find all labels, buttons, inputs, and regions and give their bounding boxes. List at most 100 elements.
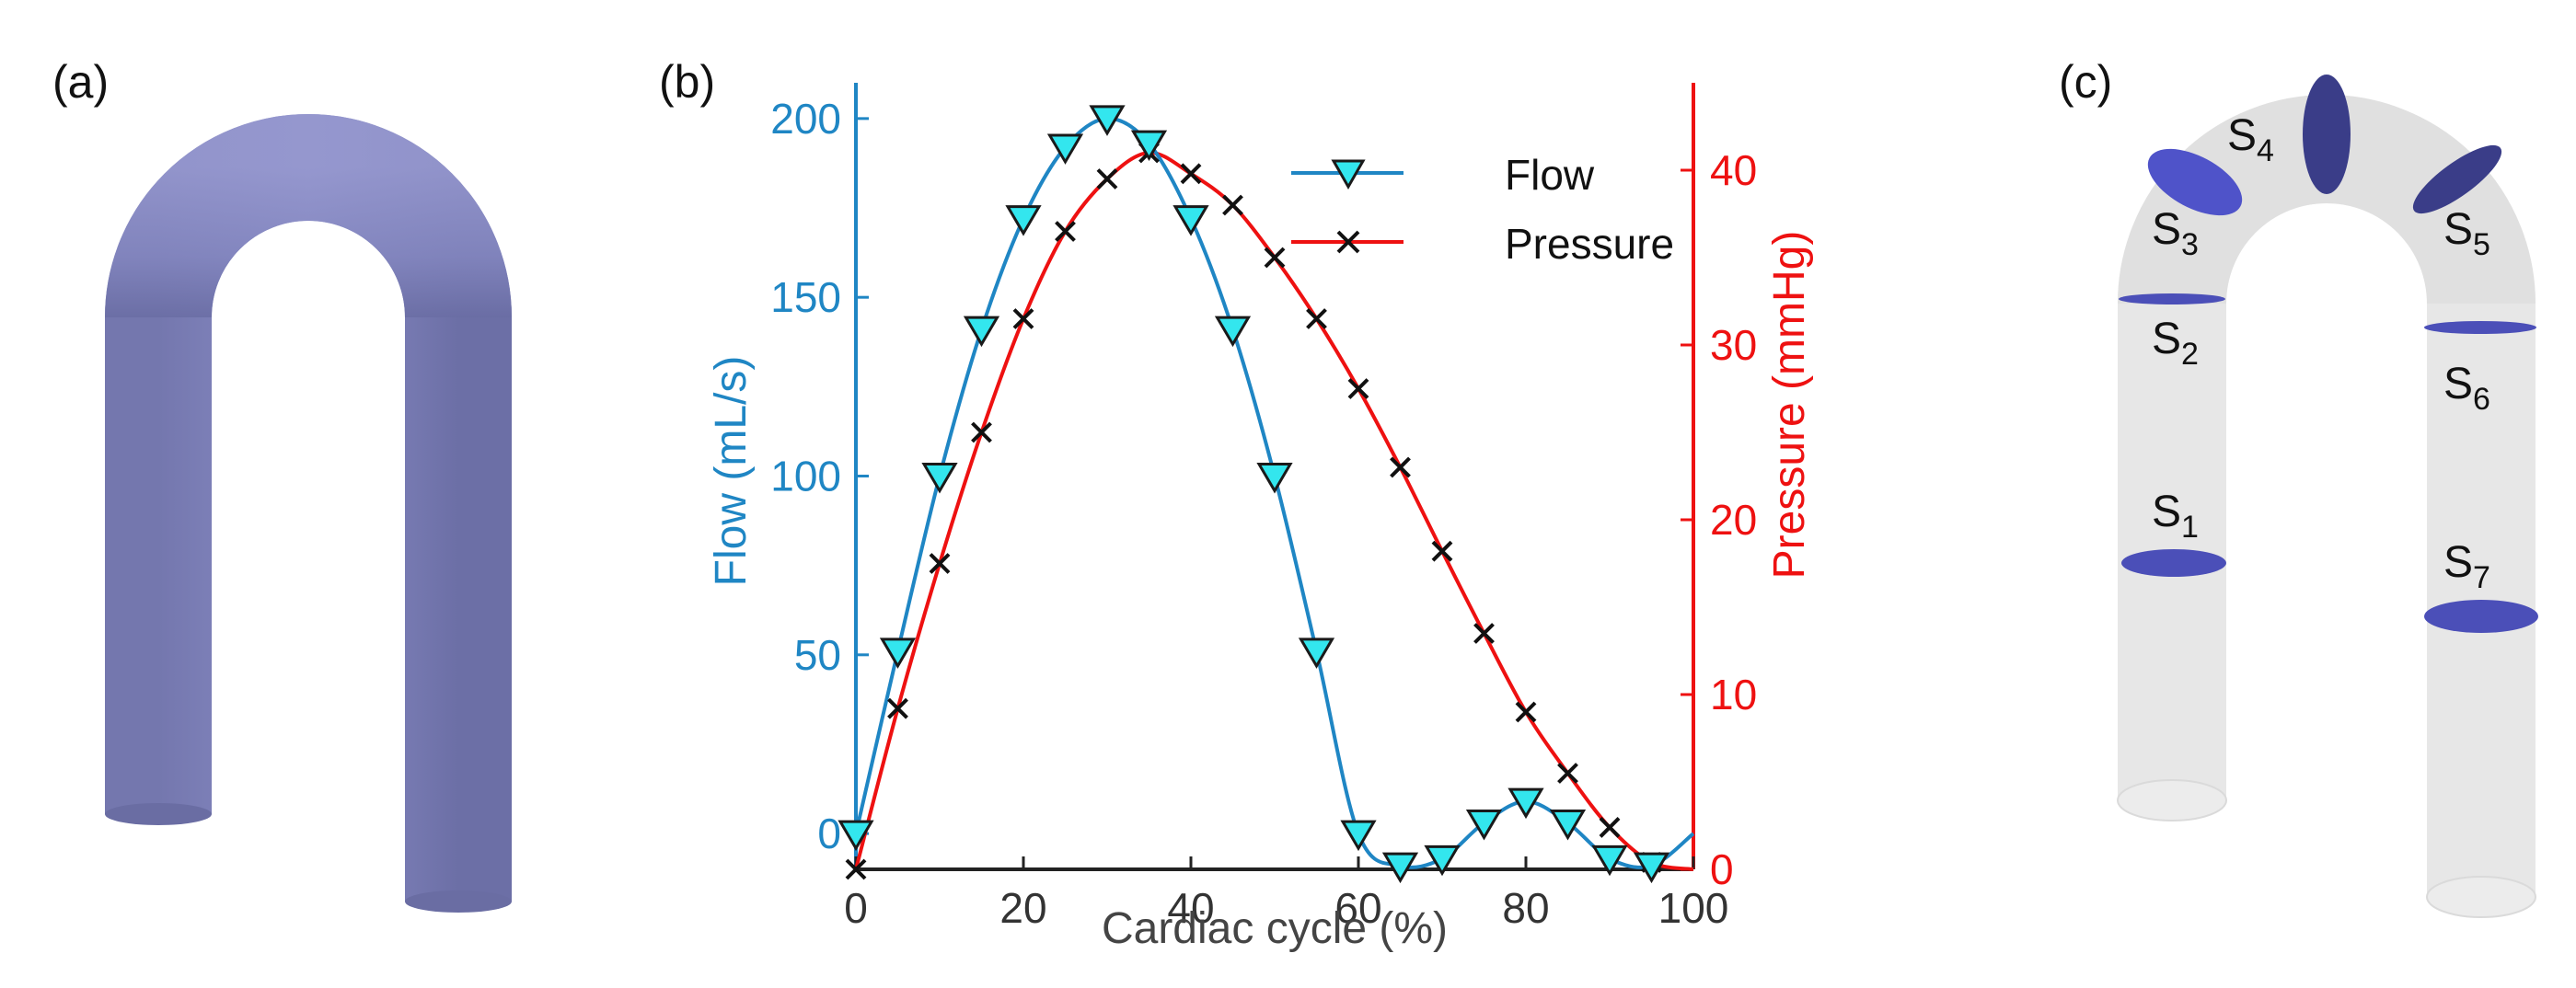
legend-flow-marker bbox=[1331, 159, 1366, 190]
section-label-s3: S3 bbox=[2152, 205, 2199, 262]
section-label-s2: S2 bbox=[2152, 315, 2199, 372]
section-subscript: 4 bbox=[2257, 133, 2274, 168]
section-letter: S bbox=[2227, 111, 2257, 160]
y-right-tick-label: 20 bbox=[1710, 496, 1757, 544]
section-letter: S bbox=[2443, 538, 2473, 587]
pressure-point bbox=[929, 553, 951, 574]
section-s2 bbox=[2119, 293, 2225, 304]
section-subscript: 3 bbox=[2181, 227, 2199, 262]
flow-point bbox=[1381, 852, 1419, 884]
pressure-point bbox=[1180, 163, 1202, 185]
section-subscript: 6 bbox=[2473, 382, 2490, 417]
legend-pressure-marker bbox=[1336, 230, 1360, 254]
section-letter: S bbox=[2152, 315, 2181, 363]
pressure-point bbox=[887, 697, 908, 719]
y-right-tick-label: 30 bbox=[1710, 321, 1757, 369]
y-axis-left-label: Flow (mL/s) bbox=[707, 356, 756, 587]
x-tick-label: 60 bbox=[1334, 884, 1381, 932]
pressure-point bbox=[1347, 378, 1369, 399]
flow-point bbox=[1424, 844, 1461, 877]
svg-text:S2: S2 bbox=[2152, 315, 2199, 372]
svg-text:S7: S7 bbox=[2443, 538, 2490, 595]
flow-point bbox=[1256, 463, 1293, 494]
y-right-tick-label: 0 bbox=[1710, 845, 1734, 893]
section-subscript: 1 bbox=[2181, 510, 2199, 545]
section-label-s1: S1 bbox=[2152, 488, 2199, 545]
pressure-point bbox=[1473, 623, 1495, 644]
section-s1 bbox=[2121, 549, 2226, 577]
flow-point bbox=[879, 638, 917, 669]
section-letter: S bbox=[2443, 360, 2473, 408]
legend-pressure-label: Pressure bbox=[1505, 220, 1674, 268]
panel-label-b: (b) bbox=[659, 56, 716, 108]
section-s5 bbox=[2412, 144, 2502, 214]
section-letter: S bbox=[2152, 205, 2181, 254]
x-tick-label: 40 bbox=[1167, 884, 1214, 932]
x-tick-label: 0 bbox=[844, 884, 868, 932]
y-axis-right-label: Pressure (mmHg) bbox=[1765, 231, 1814, 580]
flow-point bbox=[921, 463, 958, 494]
svg-text:S6: S6 bbox=[2443, 360, 2490, 417]
svg-text:S3: S3 bbox=[2152, 205, 2199, 262]
pressure-point bbox=[1557, 763, 1578, 784]
flow-point bbox=[1549, 809, 1587, 841]
flow-point bbox=[1130, 130, 1168, 162]
pressure-curve bbox=[854, 151, 1694, 871]
pressure-point bbox=[1222, 194, 1243, 216]
pressure-point bbox=[1599, 816, 1621, 838]
y-right-tick-label: 40 bbox=[1710, 146, 1757, 194]
section-subscript: 7 bbox=[2473, 560, 2490, 595]
x-tick-label: 80 bbox=[1502, 884, 1549, 932]
section-s7 bbox=[2424, 600, 2538, 633]
flow-point bbox=[837, 820, 874, 852]
section-s3 bbox=[2147, 148, 2243, 216]
flow-point bbox=[1214, 316, 1252, 348]
y-left-tick-label: 200 bbox=[770, 95, 841, 143]
section-label-s6: S6 bbox=[2443, 360, 2490, 417]
section-label-s7: S7 bbox=[2443, 538, 2490, 595]
flow-point bbox=[1340, 820, 1377, 852]
panel-label-c: (c) bbox=[2059, 56, 2113, 108]
x-tick-label: 100 bbox=[1658, 884, 1729, 932]
flow-point bbox=[1298, 638, 1335, 669]
flow-point bbox=[1046, 133, 1084, 165]
pressure-point bbox=[1096, 168, 1118, 190]
flow-point bbox=[1591, 844, 1628, 877]
u-tube-solid bbox=[105, 114, 512, 913]
svg-text:S4: S4 bbox=[2227, 111, 2274, 168]
svg-text:S1: S1 bbox=[2152, 488, 2199, 545]
y-left-tick-label: 50 bbox=[794, 631, 841, 679]
y-left-tick-label: 150 bbox=[770, 273, 841, 321]
flow-point bbox=[1089, 105, 1126, 136]
section-letter: S bbox=[2152, 488, 2181, 536]
pressure-point bbox=[845, 858, 867, 880]
pressure-point bbox=[1431, 540, 1453, 562]
section-subscript: 5 bbox=[2473, 227, 2490, 262]
flow-point bbox=[963, 316, 1000, 348]
u-tube-sections: S1 S2 S3 S4 S5 S6 S7 bbox=[2117, 75, 2538, 918]
section-letter: S bbox=[2443, 205, 2473, 254]
flow-point bbox=[1507, 787, 1544, 820]
flow-point bbox=[1005, 205, 1042, 236]
pressure-point bbox=[1264, 247, 1286, 269]
section-s6 bbox=[2424, 321, 2536, 334]
pressure-point bbox=[971, 421, 992, 443]
y-left-tick-label: 0 bbox=[817, 810, 841, 857]
y-right-tick-label: 10 bbox=[1710, 671, 1757, 718]
pressure-point bbox=[1390, 456, 1411, 478]
pressure-point bbox=[1055, 221, 1076, 242]
pressure-point bbox=[1012, 308, 1034, 329]
legend-flow-label: Flow bbox=[1505, 151, 1595, 199]
section-subscript: 2 bbox=[2181, 337, 2199, 372]
section-label-s4: S4 bbox=[2227, 111, 2274, 168]
section-label-s5: S5 bbox=[2443, 205, 2490, 262]
x-tick-label: 20 bbox=[999, 884, 1046, 932]
svg-text:S5: S5 bbox=[2443, 205, 2490, 262]
y-left-tick-label: 100 bbox=[770, 453, 841, 500]
x-axis-label: Cardiac cycle (%) bbox=[1102, 904, 1448, 953]
pressure-point bbox=[1515, 701, 1537, 723]
pressure-point bbox=[1306, 308, 1327, 329]
section-s4 bbox=[2303, 75, 2351, 194]
flow-point bbox=[1172, 205, 1209, 236]
